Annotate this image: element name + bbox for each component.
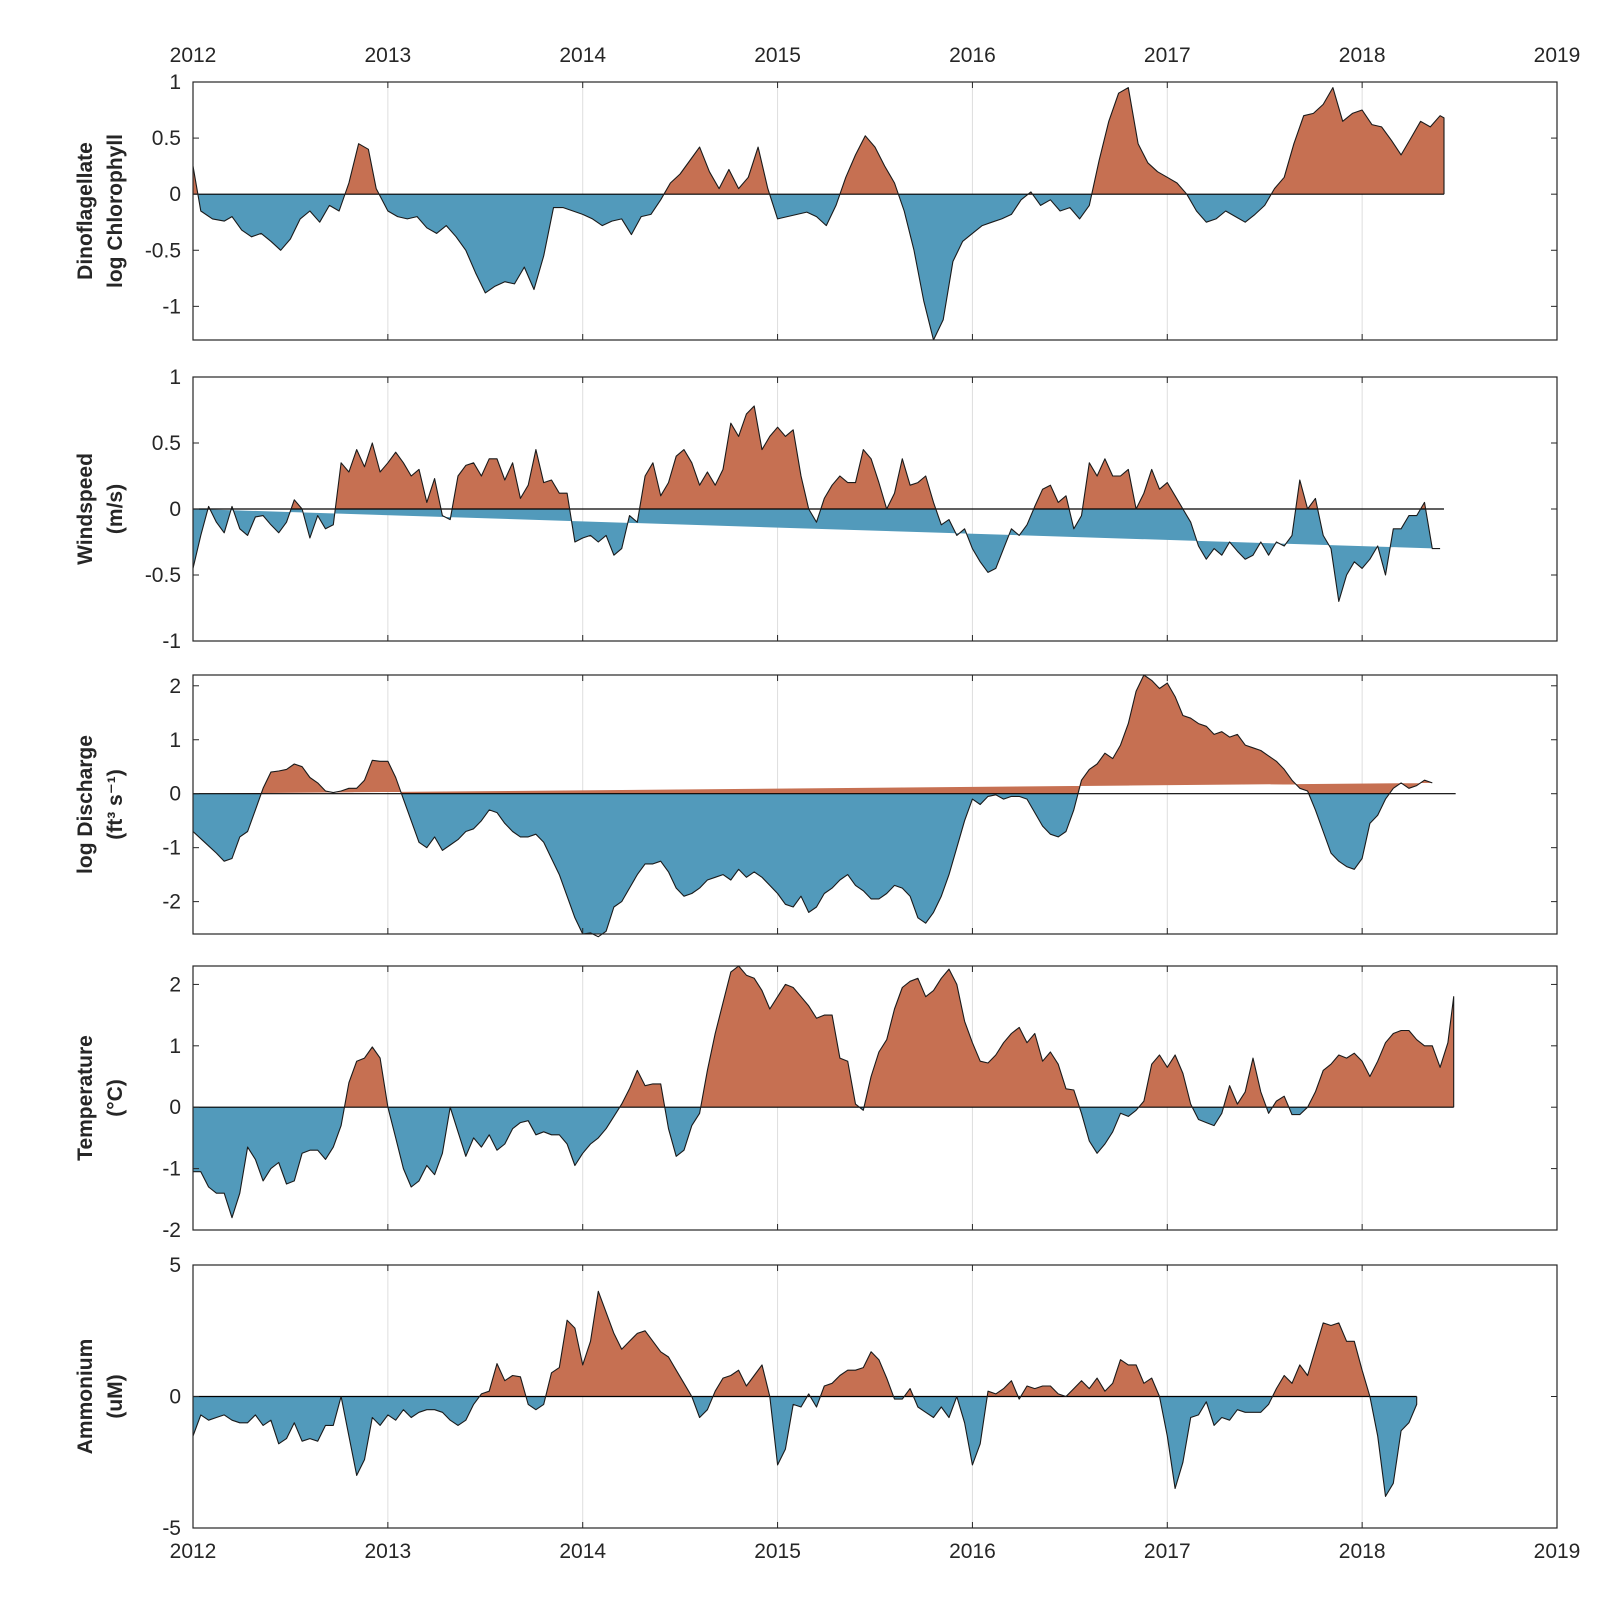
y-tick-label: 0 xyxy=(169,498,181,521)
y-tick-label: -0.5 xyxy=(145,564,181,587)
y-tick-label: 0 xyxy=(169,183,181,206)
anomaly-series-line xyxy=(192,674,1433,938)
positive-anomaly-area xyxy=(193,87,1444,195)
panel-2: -1 -0.5 0 0.5 1 Windspeed (m/s) xyxy=(74,366,1558,653)
y-tick-label: 5 xyxy=(169,1254,181,1277)
positive-anomaly-area xyxy=(193,675,1433,794)
x-tick-label-top: 2013 xyxy=(364,44,411,67)
positive-anomaly-area xyxy=(193,1291,1417,1397)
y-axis-label-line: log Chlorophyll xyxy=(104,134,127,288)
x-tick-label-top: 2014 xyxy=(559,44,606,67)
positive-anomaly-area xyxy=(193,406,1426,509)
negative-anomaly-area xyxy=(193,1107,1308,1218)
y-tick-label: -1 xyxy=(162,295,181,318)
y-tick-label: -0.5 xyxy=(145,239,181,262)
y-tick-label: -2 xyxy=(162,1219,181,1242)
axis-frame xyxy=(192,81,1558,341)
y-axis-label: Windspeed (m/s) xyxy=(74,453,127,565)
x-tick-label-top: 2018 xyxy=(1339,44,1386,67)
y-tick-label: -5 xyxy=(162,1517,181,1540)
panel-4: -2 -1 0 1 2 Temperature (°C) xyxy=(74,965,1558,1242)
y-axis-label: Temperature (°C) xyxy=(74,1035,127,1161)
x-tick-label-bottom: 2019 xyxy=(1534,1540,1581,1563)
y-tick-label: 0 xyxy=(169,783,181,806)
x-tick-label-top: 2019 xyxy=(1534,44,1581,67)
negative-anomaly-area xyxy=(193,1396,1417,1497)
negative-anomaly-area xyxy=(193,194,1444,340)
y-tick-label: 0 xyxy=(169,1096,181,1119)
negative-anomaly-area xyxy=(193,509,1441,602)
x-tick-label-top: 2015 xyxy=(754,44,801,67)
panel-1: -1 -0.5 0 0.5 1 Dinoflagellate log Chlorophyll xyxy=(74,71,1558,341)
y-axis-label-line: (°C) xyxy=(104,1079,127,1117)
anomaly-series-line xyxy=(192,1290,1418,1497)
y-tick-label: 1 xyxy=(169,366,181,389)
x-tick-label-bottom: 2018 xyxy=(1339,1540,1386,1563)
y-axis-label-line: (ft³ s⁻¹) xyxy=(104,769,127,840)
y-axis-label-line: Ammonium xyxy=(74,1339,97,1455)
y-tick-label: 1 xyxy=(169,729,181,752)
panel-3: -2 -1 0 1 2 log Discharge (ft³ s⁻¹) xyxy=(74,674,1558,938)
x-tick-label-bottom: 2017 xyxy=(1144,1540,1191,1563)
y-axis-label: log Discharge (ft³ s⁻¹) xyxy=(74,735,127,874)
x-tick-label-bottom: 2013 xyxy=(364,1540,411,1563)
panel-5: -5 0 5 Ammonium (uM) xyxy=(74,1254,1558,1540)
y-axis-label: Ammonium (uM) xyxy=(74,1339,127,1455)
anomaly-series-line xyxy=(192,87,1445,341)
y-tick-label: 0 xyxy=(169,1386,181,1409)
y-tick-label: 1 xyxy=(169,1035,181,1058)
x-tick-label-top: 2017 xyxy=(1144,44,1191,67)
x-tick-label-bottom: 2012 xyxy=(170,1540,217,1563)
y-tick-label: 1 xyxy=(169,71,181,94)
y-tick-label: 2 xyxy=(169,675,181,698)
y-axis-label: Dinoflagellate log Chlorophyll xyxy=(74,134,127,288)
y-axis-label-line: (uM) xyxy=(104,1374,127,1418)
y-tick-label: -1 xyxy=(162,630,181,653)
x-tick-label-top: 2016 xyxy=(949,44,996,67)
y-tick-label: 0.5 xyxy=(152,127,181,150)
x-tick-label-bottom: 2016 xyxy=(949,1540,996,1563)
x-tick-label-top: 2012 xyxy=(170,44,217,67)
y-axis-label-line: Dinoflagellate xyxy=(74,142,97,280)
negative-anomaly-area xyxy=(193,793,1390,934)
y-tick-label: -1 xyxy=(162,837,181,860)
y-axis-label-line: Temperature xyxy=(74,1035,97,1161)
y-tick-label: -1 xyxy=(162,1158,181,1181)
positive-anomaly-area xyxy=(193,966,1454,1108)
y-tick-label: 0.5 xyxy=(152,432,181,455)
x-tick-label-bottom: 2015 xyxy=(754,1540,801,1563)
anomaly-series-line xyxy=(192,405,1441,602)
anomaly-series-line xyxy=(193,965,1455,1219)
y-axis-label-line: Windspeed xyxy=(74,453,97,565)
axis-frame xyxy=(192,674,1558,935)
axis-frame xyxy=(192,965,1558,1231)
y-axis-label-line: (m/s) xyxy=(104,484,127,534)
y-tick-label: 2 xyxy=(169,973,181,996)
y-tick-label: -2 xyxy=(162,891,181,914)
x-tick-label-bottom: 2014 xyxy=(559,1540,606,1563)
y-axis-label-line: log Discharge xyxy=(74,735,97,874)
